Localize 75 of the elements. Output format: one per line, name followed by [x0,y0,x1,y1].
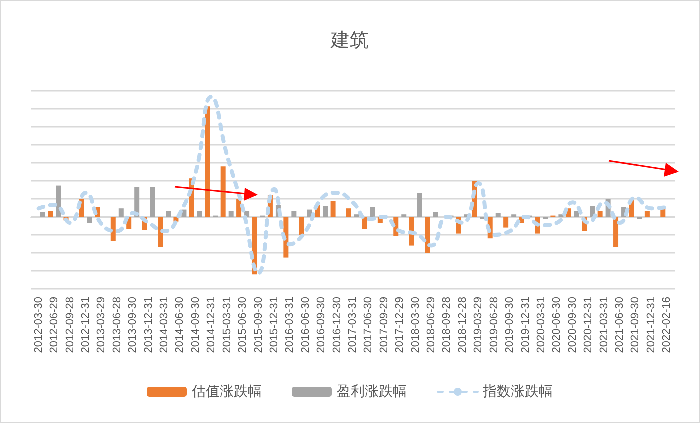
bar [205,106,210,217]
bar [110,217,116,241]
bar [197,211,202,217]
bar [323,206,328,217]
x-tick-label: 2013-06-28 [111,297,124,354]
bar [504,217,509,228]
bar [362,217,368,229]
legend-label: 估值涨跌幅 [191,384,262,400]
bar [433,212,438,217]
x-tick-label: 2019-12-31 [520,297,532,354]
bar [644,211,650,217]
x-tick-label: 2017-09-29 [378,297,390,354]
x-tick-label: 2013-09-30 [127,297,140,354]
x-tick-label: 2012-12-31 [80,297,92,354]
x-tick-label: 2022-02-16 [661,297,674,354]
x-tick-label: 2014-03-31 [158,297,171,354]
x-tick-label: 2014-12-31 [206,297,218,354]
x-tick-label: 2014-09-30 [190,297,202,354]
x-tick-label: 2018-09-28 [441,297,454,354]
bar [56,186,62,217]
x-tick-label: 2013-03-29 [96,297,108,354]
bar [150,187,156,217]
legend-label: 指数涨跌幅 [482,384,553,400]
bar [228,211,234,217]
x-tick-label: 2019-09-30 [504,297,516,354]
x-tick-label: 2015-03-31 [221,297,234,354]
x-tick-label: 2018-03-30 [410,297,422,354]
x-tick-label: 2015-09-30 [252,297,265,354]
bar [292,211,297,217]
x-tick-label: 2012-06-29 [48,297,61,354]
x-tick-label: 2020-03-31 [535,297,548,354]
x-tick-label: 2016-12-30 [331,297,344,354]
bar [346,208,352,217]
x-tick-label: 2020-09-30 [566,297,579,354]
x-tick-label: 2016-03-31 [284,297,296,354]
x-tick-label: 2015-12-31 [268,297,280,354]
bar [425,217,430,253]
bar [598,211,603,217]
x-tick-label: 2021-06-30 [614,297,626,354]
bar [87,217,92,223]
x-tick-label: 2020-06-30 [551,297,564,354]
bar [166,211,172,217]
x-tick-label: 2014-06-30 [174,297,186,354]
x-tick-label: 2016-06-30 [300,297,312,354]
x-tick-label: 2012-09-28 [64,297,76,354]
bar [118,208,124,217]
bar [158,217,164,247]
bar [417,193,422,217]
bar [614,217,619,247]
chart-title: 建筑 [330,30,369,52]
x-tick-label: 2012-03-30 [32,297,45,354]
bar [330,201,336,217]
x-tick-label: 2013-12-31 [142,297,155,354]
x-tick-label: 2015-06-30 [237,297,250,354]
x-tick-label: 2021-03-31 [598,297,610,354]
x-tick-label: 2021-12-31 [645,297,658,354]
x-tick-label: 2016-09-30 [316,297,328,354]
x-tick-label: 2019-03-29 [472,297,485,354]
x-tick-label: 2021-09-30 [630,297,642,354]
x-tick-label: 2018-12-28 [456,297,469,354]
x-tick-label: 2017-03-31 [347,297,359,354]
bar [48,211,54,217]
x-tick-label: 2020-12-31 [582,297,595,354]
bar [590,206,596,217]
x-tick-label: 2017-06-30 [362,297,375,354]
bar [299,217,304,235]
bar [40,212,46,217]
bar [370,207,376,217]
bar [496,213,501,217]
legend-label: 盈利涨跌幅 [337,384,407,400]
bar [574,211,580,217]
x-tick-label: 2019-06-28 [488,297,500,354]
bar [220,166,226,217]
x-tick-label: 2018-06-29 [426,297,438,354]
x-tick-label: 2017-12-29 [394,297,406,354]
